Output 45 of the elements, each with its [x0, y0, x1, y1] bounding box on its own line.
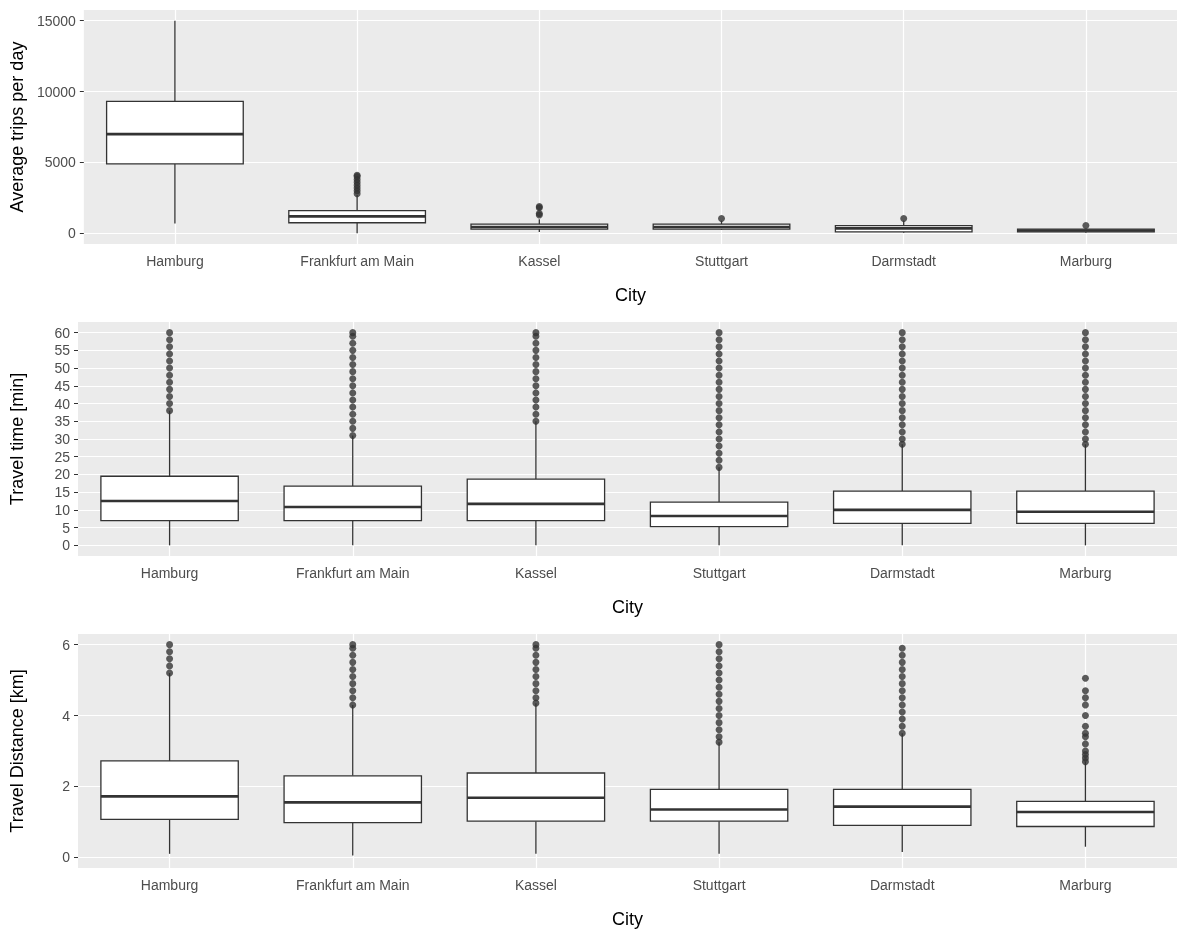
- y-tick-label: 5000: [44, 154, 77, 171]
- y-tick-label: 2: [62, 778, 71, 795]
- x-tick-label: Kassel: [514, 565, 557, 581]
- y-tick-label: 40: [54, 395, 71, 412]
- x-tick-label: Stuttgart: [692, 877, 746, 893]
- y-tick-label: 4: [62, 707, 71, 724]
- x-tick-label: Darmstadt: [869, 565, 935, 581]
- y-tick-label: 55: [54, 342, 71, 359]
- y-tick-label: 10: [54, 501, 71, 518]
- y-tick-label: 10000: [36, 83, 77, 100]
- x-tick-label: Hamburg: [140, 565, 199, 581]
- x-tick-label: Stuttgart: [692, 565, 746, 581]
- y-tick-label: 15: [54, 484, 71, 501]
- x-tick-label: Frankfurt am Main: [295, 565, 410, 581]
- x-tick-label: Frankfurt am Main: [295, 877, 410, 893]
- y-tick-label: 60: [54, 324, 71, 341]
- x-tick-label: Stuttgart: [695, 253, 749, 269]
- y-tick-label: 15000: [36, 12, 77, 29]
- y-tick-label: 5: [62, 519, 71, 536]
- x-tick-label: Hamburg: [146, 253, 204, 269]
- y-tick-label: 30: [54, 431, 71, 447]
- y-tick-label: 45: [54, 377, 71, 394]
- x-tick-label: Darmstadt: [871, 253, 937, 269]
- x-axis-title: City: [614, 285, 646, 305]
- y-tick-label: 50: [54, 360, 71, 377]
- x-tick-label: Hamburg: [140, 877, 199, 893]
- y-tick-label: 25: [54, 448, 71, 465]
- y-axis-title: Travel Distance [km]: [7, 669, 27, 833]
- y-axis-title: Travel time [min]: [7, 372, 27, 506]
- y-tick-label: 0: [62, 537, 71, 554]
- x-tick-label: Marburg: [1059, 565, 1112, 581]
- x-tick-label: Marburg: [1059, 877, 1112, 893]
- y-tick-label: 0: [62, 849, 71, 866]
- y-tick-label: 0: [68, 225, 77, 242]
- x-tick-label: Kassel: [518, 253, 561, 269]
- x-tick-label: Darmstadt: [869, 877, 935, 893]
- x-axis-title: City: [612, 909, 643, 929]
- x-tick-label: Marburg: [1059, 253, 1112, 269]
- y-tick-label: 20: [54, 466, 71, 483]
- y-tick-label: 6: [62, 636, 71, 653]
- y-tick-label: 35: [54, 413, 71, 430]
- x-axis-title: City: [612, 597, 643, 617]
- y-axis-title: Average trips per day: [7, 41, 27, 213]
- x-tick-label: Kassel: [514, 877, 557, 893]
- x-tick-label: Frankfurt am Main: [300, 253, 414, 269]
